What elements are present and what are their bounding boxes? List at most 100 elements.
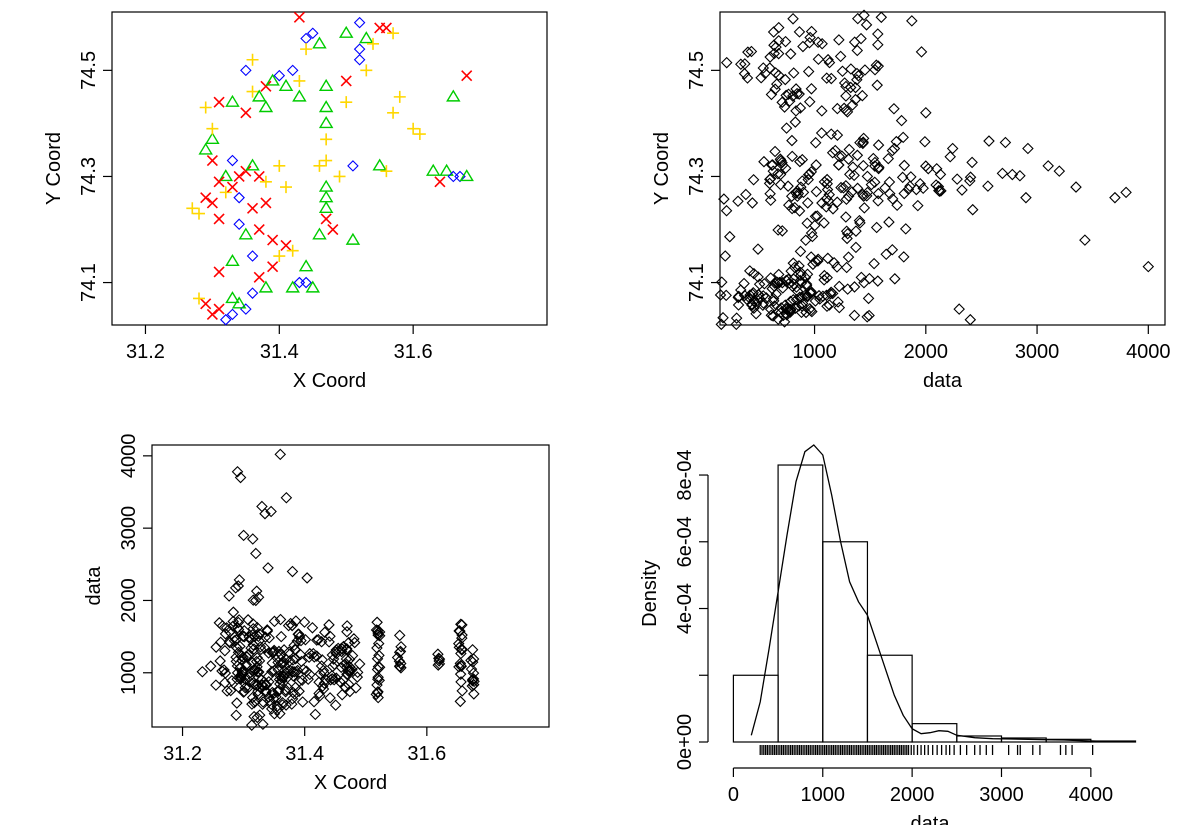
data-point bbox=[717, 311, 729, 324]
data-point bbox=[930, 162, 943, 175]
data-point bbox=[250, 594, 262, 607]
data-point bbox=[765, 309, 778, 322]
data-point bbox=[259, 175, 272, 188]
data-point bbox=[803, 36, 816, 49]
data-point bbox=[227, 606, 240, 618]
data-point bbox=[872, 162, 885, 175]
y-tick-label: 74.1 bbox=[78, 263, 100, 302]
data-point bbox=[786, 134, 798, 147]
data-point bbox=[373, 629, 386, 642]
data-point bbox=[840, 90, 852, 102]
data-point bbox=[855, 32, 867, 45]
data-point bbox=[816, 197, 828, 209]
data-point bbox=[823, 56, 836, 69]
data-point bbox=[425, 163, 441, 176]
data-point bbox=[329, 699, 342, 711]
data-point bbox=[796, 175, 809, 187]
data-point bbox=[292, 89, 307, 102]
data-point bbox=[951, 173, 963, 185]
data-point bbox=[213, 303, 225, 315]
y-axis-title: Y Coord bbox=[43, 132, 65, 205]
data-point bbox=[804, 303, 816, 315]
data-point bbox=[308, 695, 320, 708]
data-point bbox=[820, 289, 833, 302]
data-point bbox=[230, 709, 242, 722]
data-point bbox=[889, 273, 901, 285]
data-point bbox=[795, 277, 808, 289]
data-point bbox=[467, 653, 480, 665]
data-point bbox=[287, 686, 299, 699]
data-point bbox=[812, 53, 825, 66]
data-point bbox=[934, 168, 947, 181]
data-point bbox=[853, 214, 866, 227]
data-point bbox=[343, 665, 356, 677]
data-point bbox=[872, 28, 884, 40]
data-point bbox=[273, 673, 286, 686]
data-point bbox=[776, 276, 789, 289]
data-point bbox=[281, 671, 294, 684]
data-point bbox=[372, 691, 384, 704]
data-point bbox=[822, 252, 834, 265]
data-point bbox=[833, 280, 846, 293]
data-point bbox=[794, 102, 807, 114]
data-point bbox=[883, 176, 896, 188]
data-point bbox=[263, 691, 275, 703]
data-point bbox=[833, 301, 846, 314]
data-point bbox=[750, 307, 762, 320]
data-point bbox=[859, 64, 871, 76]
x-tick-label: 31.2 bbox=[163, 743, 202, 765]
data-point bbox=[996, 167, 1009, 180]
data-point bbox=[858, 202, 871, 214]
data-point bbox=[757, 62, 770, 74]
data-point bbox=[293, 74, 306, 87]
data-point bbox=[794, 274, 807, 287]
y-axis-title: Y Coord bbox=[651, 132, 673, 205]
data-point bbox=[815, 127, 828, 139]
data-point bbox=[812, 36, 824, 49]
data-point bbox=[720, 204, 733, 217]
data-point bbox=[432, 648, 444, 660]
data-point bbox=[334, 676, 347, 688]
data-point bbox=[787, 293, 800, 306]
data-point bbox=[340, 75, 352, 87]
data-point bbox=[434, 176, 446, 188]
data-point bbox=[746, 299, 758, 312]
data-point bbox=[237, 529, 250, 542]
data-point bbox=[204, 660, 217, 672]
data-point bbox=[745, 45, 758, 58]
data-point bbox=[319, 626, 331, 639]
data-point bbox=[787, 67, 800, 79]
data-point bbox=[763, 62, 776, 74]
data-point bbox=[841, 283, 854, 295]
data-point bbox=[768, 280, 780, 292]
data-point bbox=[353, 16, 366, 29]
data-point bbox=[251, 621, 264, 634]
data-point bbox=[245, 642, 257, 654]
data-point bbox=[904, 180, 916, 193]
data-point bbox=[836, 150, 848, 162]
data-point bbox=[898, 187, 911, 200]
data-point bbox=[233, 574, 246, 586]
data-point bbox=[324, 692, 336, 704]
data-point bbox=[324, 630, 336, 643]
data-point bbox=[906, 15, 918, 27]
data-point bbox=[231, 697, 243, 709]
data-point bbox=[863, 272, 876, 285]
data-point bbox=[861, 311, 873, 323]
data-point bbox=[468, 688, 480, 700]
data-point bbox=[258, 280, 274, 293]
data-point bbox=[454, 625, 466, 637]
data-point bbox=[456, 619, 468, 631]
data-point bbox=[778, 316, 791, 328]
data-point bbox=[788, 201, 801, 214]
data-point bbox=[772, 167, 784, 180]
x-tick-label: 4000 bbox=[1069, 784, 1114, 806]
data-point bbox=[243, 671, 255, 684]
data-point bbox=[280, 181, 292, 194]
data-point bbox=[823, 299, 836, 311]
data-point bbox=[922, 162, 935, 175]
data-point bbox=[837, 182, 850, 194]
data-point bbox=[318, 200, 334, 213]
data-point bbox=[241, 651, 253, 663]
data-point bbox=[225, 253, 240, 267]
